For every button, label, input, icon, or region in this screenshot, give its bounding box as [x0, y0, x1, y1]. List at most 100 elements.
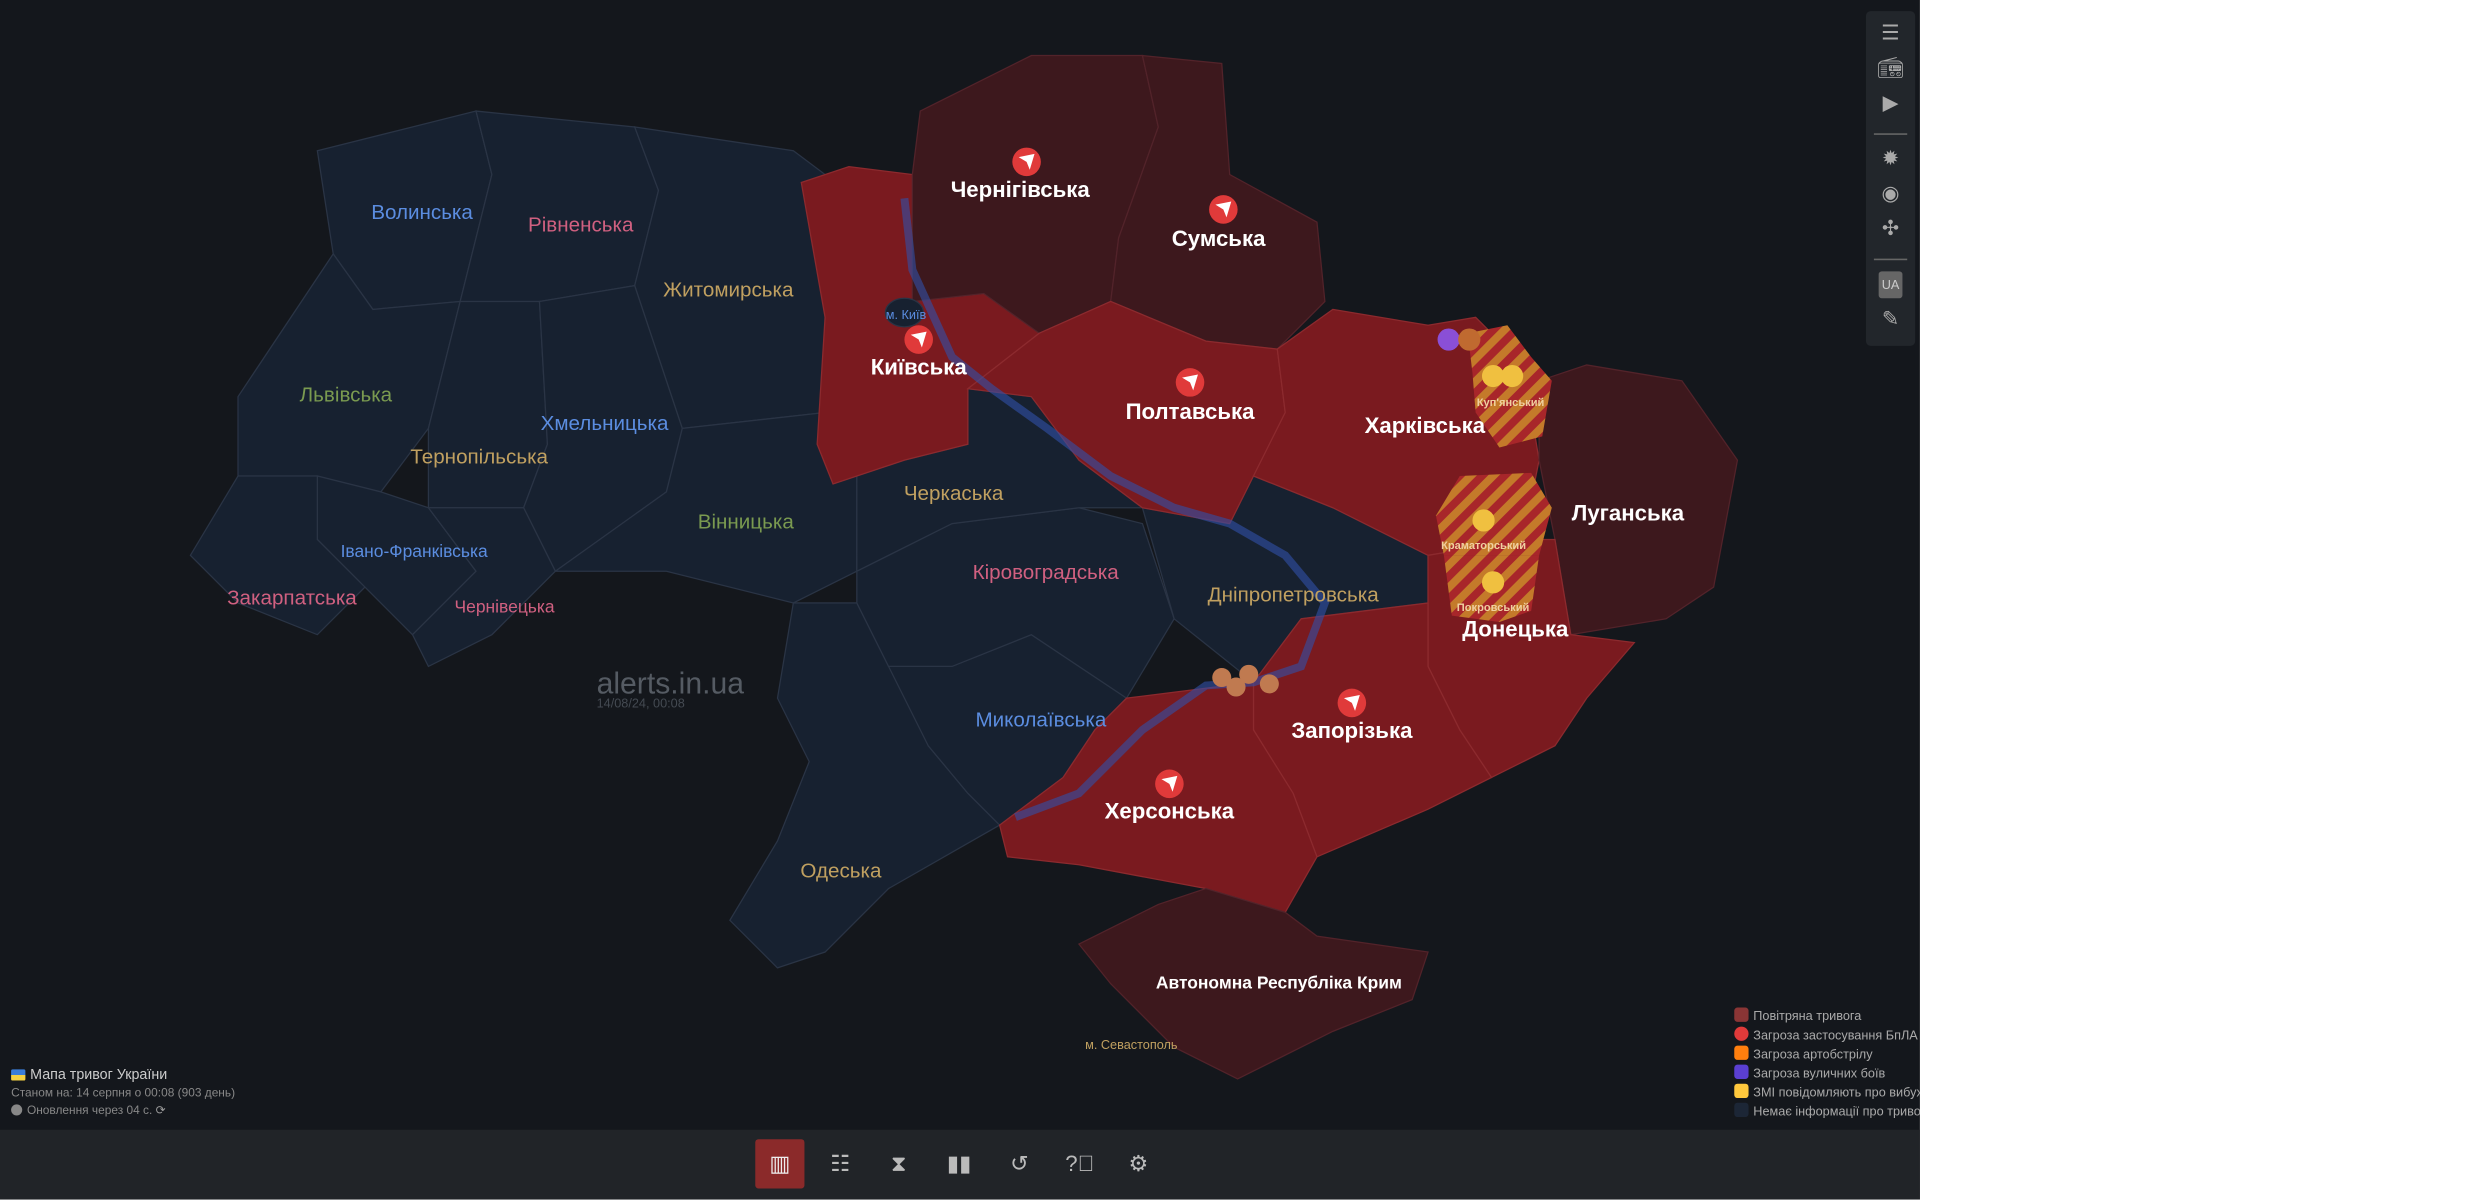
watermark: alerts.in.ua	[597, 667, 745, 700]
bar-chart-icon: ▮▮	[946, 1150, 972, 1176]
artillery-icon	[1481, 571, 1505, 594]
air-alert-swatch	[1734, 1007, 1749, 1022]
toolbar-divider	[1873, 258, 1908, 261]
explosions-swatch	[1734, 1083, 1749, 1098]
region-labels: Волинська Рівненська Житомирська Львівсь…	[227, 177, 1685, 1052]
label-kyivska: Київська	[871, 354, 968, 379]
update-countdown: Оновлення через 04 с.	[26, 1102, 153, 1118]
label-cherkaska: Черкаська	[904, 482, 1004, 505]
drone-icon	[1734, 1026, 1749, 1041]
brightness-icon[interactable]: ✹	[1881, 145, 1900, 170]
label-dnipropetrovska: Дніпропетровська	[1208, 583, 1380, 606]
nav-stats-button[interactable]: ▮▮	[935, 1139, 984, 1188]
label-lvivska: Львівська	[300, 383, 393, 406]
legend-item: Повітряна тривога	[1734, 1007, 1920, 1027]
toolbar-divider	[1873, 133, 1908, 135]
refresh-icon[interactable]: ⟳	[155, 1102, 166, 1118]
label-chernivetska: Чернівецька	[455, 596, 555, 616]
drone-icon	[1155, 769, 1184, 799]
fullscreen-icon[interactable]: ✣	[1881, 215, 1900, 240]
label-kirovohradska: Кіровоградська	[973, 561, 1120, 584]
legend-item: Немає інформації про тривогу	[1734, 1102, 1920, 1122]
list-icon: ☷	[830, 1150, 851, 1176]
label-donetska: Донецька	[1462, 616, 1569, 641]
app: Волинська Рівненська Житомирська Львівсь…	[0, 0, 1920, 1200]
region-kyiv-city[interactable]	[884, 297, 925, 328]
drone-icon	[1337, 688, 1367, 718]
street-fights-icon	[1437, 328, 1460, 351]
region-crimea[interactable]	[1077, 887, 1429, 1080]
label-ternopilska: Тернопільська	[410, 445, 548, 468]
nav-history-button[interactable]: ↺	[995, 1139, 1044, 1188]
artillery-icon	[1239, 664, 1259, 684]
nav-settings-button[interactable]: ⚙	[1114, 1139, 1163, 1188]
explosions-icon	[1481, 364, 1505, 388]
artillery-icon	[1458, 328, 1481, 351]
hourglass-icon: ⧗	[891, 1150, 907, 1176]
pencil-icon[interactable]: ✎	[1881, 306, 1900, 331]
label-kharkivska: Харківська	[1365, 413, 1486, 438]
label-pokrovskyi: Покровський	[1457, 602, 1530, 614]
label-kramatorskyi: Краматорський	[1441, 540, 1526, 552]
gear-icon: ⚙	[1128, 1150, 1149, 1176]
label-kyiv-city: м. Київ	[886, 308, 927, 322]
artillery-icon	[1212, 668, 1232, 688]
label-chernihivska: Чернігівська	[951, 177, 1091, 202]
no-info-swatch	[1734, 1102, 1749, 1118]
label-poltavska: Полтавська	[1126, 399, 1256, 424]
legend-item: ЗМІ повідомляють про вибухи	[1734, 1083, 1920, 1103]
status-text: Станом на: 14 серпня о 00:08 (903 день)	[11, 1085, 236, 1100]
drone-icon	[1175, 368, 1205, 397]
language-button[interactable]: UA	[1878, 271, 1903, 299]
nav-list-button[interactable]: ☷	[816, 1139, 865, 1188]
artillery-icon	[1259, 674, 1279, 694]
nav-timer-button[interactable]: ⧗	[874, 1139, 923, 1188]
drone-icon	[904, 325, 933, 354]
label-zaporizka: Запорізька	[1291, 718, 1413, 743]
legend-item: Загроза застосування БпЛА	[1734, 1026, 1920, 1046]
radio-icon[interactable]: 📻︎	[1877, 55, 1904, 80]
drone-icon	[1012, 147, 1041, 177]
label-luhanska: Луганська	[1572, 500, 1685, 525]
label-vinnytska: Вінницька	[698, 510, 795, 533]
nav-help-button[interactable]: ?⃝	[1055, 1139, 1104, 1188]
status-dot-icon	[11, 1104, 23, 1116]
label-sumska: Сумська	[1172, 226, 1266, 251]
label-zakarpatska: Закарпатська	[227, 587, 357, 610]
label-zhytomyrska: Житомирська	[663, 279, 794, 302]
label-rivnenska: Рівненська	[528, 214, 634, 237]
menu-icon[interactable]: ☰	[1881, 20, 1900, 45]
drone-icon	[1209, 195, 1238, 224]
artillery-icon	[1226, 677, 1246, 697]
map-icon: ▥	[769, 1150, 791, 1176]
region-chernivetska[interactable]	[411, 507, 557, 668]
label-volynska: Волинська	[371, 201, 473, 224]
threat-icons	[904, 147, 1524, 799]
label-ivano-frankivska: Івано-Франківська	[341, 541, 488, 561]
history-icon: ↺	[1010, 1150, 1029, 1176]
label-odeska: Одеська	[800, 859, 882, 882]
ukraine-flag-icon	[11, 1069, 26, 1081]
help-icon: ?⃝	[1065, 1150, 1095, 1176]
label-sevastopol: м. Севастополь	[1085, 1038, 1178, 1052]
dnipro-river	[900, 197, 1330, 821]
label-mykolaivska: Миколаївська	[975, 709, 1106, 732]
nav-map-button[interactable]: ▥	[755, 1139, 805, 1189]
legend-item: Загроза артобстрілу	[1734, 1045, 1920, 1065]
regions	[189, 54, 1739, 1080]
camera-icon[interactable]: ◉	[1881, 180, 1900, 205]
alert-map[interactable]: Волинська Рівненська Житомирська Львівсь…	[0, 0, 1920, 1130]
region-rivnenska[interactable]	[459, 110, 660, 303]
artillery-swatch	[1734, 1045, 1749, 1060]
map-info: Мапа тривог України Станом на: 14 серпня…	[11, 1066, 235, 1117]
street-fights-swatch	[1734, 1064, 1749, 1079]
label-khmelnytska: Хмельницька	[541, 412, 669, 435]
map-title: Мапа тривог України	[30, 1066, 168, 1083]
district-kramatorskyi[interactable]	[1435, 472, 1552, 556]
region-poltavska[interactable]	[966, 300, 1286, 525]
legend-item: Загроза вуличних боїв	[1734, 1064, 1920, 1084]
artillery-icon	[1472, 509, 1495, 532]
legend: Повітряна тривога Загроза застосування Б…	[1734, 1007, 1920, 1122]
region-zakarpatska[interactable]	[189, 475, 366, 636]
youtube-icon[interactable]: ▶	[1882, 90, 1899, 115]
